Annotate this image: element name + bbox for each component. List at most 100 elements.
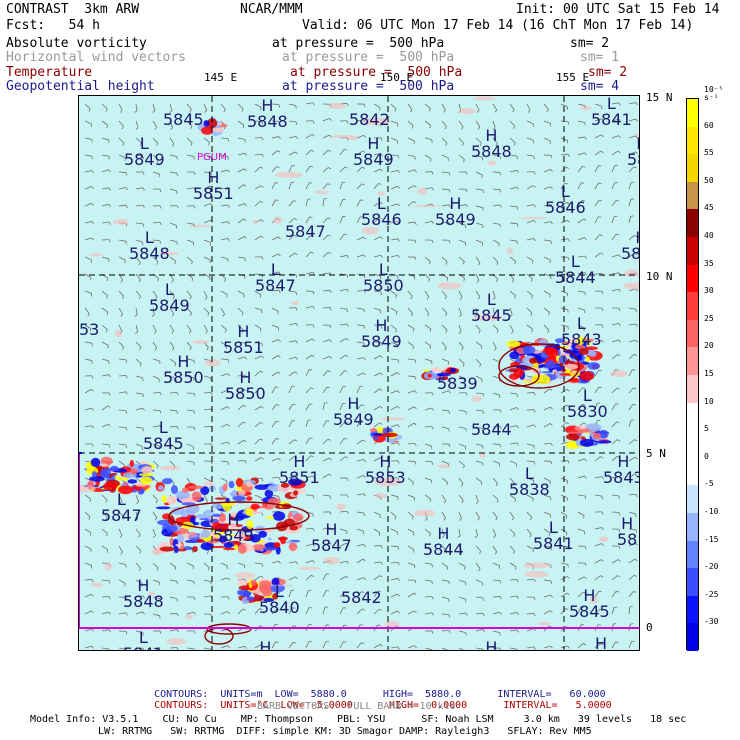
wind-barb — [237, 374, 245, 377]
field-level: at pressure = 500 hPa — [272, 36, 445, 51]
wind-barb — [101, 494, 108, 501]
wind-barb-flag — [414, 376, 417, 380]
wind-barb — [203, 494, 208, 502]
wind-barb-flag — [394, 108, 397, 112]
wind-barb — [509, 494, 516, 500]
wind-barb — [84, 137, 92, 140]
height-value: 5849 — [621, 244, 640, 263]
wind-barb — [186, 137, 193, 144]
wind-barb — [407, 406, 415, 411]
wind-barb — [339, 510, 348, 513]
vorticity-cell — [188, 485, 204, 490]
wind-barb-flag — [380, 291, 383, 295]
wind-barb-flag — [532, 260, 534, 264]
wind-barb-flag — [409, 109, 413, 113]
wind-barb — [237, 356, 245, 360]
wind-barb-flag — [377, 624, 381, 626]
wind-barb — [628, 102, 636, 105]
wind-barb-flag — [89, 498, 92, 503]
wind-barb-flag — [125, 597, 128, 601]
wind-barb-flag — [445, 312, 448, 316]
wind-barb — [169, 256, 176, 262]
wind-barb-flag — [635, 118, 638, 122]
vorticity-cell — [195, 539, 206, 543]
wind-barb-flag — [125, 241, 127, 245]
wind-barb-flag — [363, 493, 366, 497]
vorticity-streak — [159, 251, 179, 256]
colorbar-label: -15 — [704, 534, 719, 544]
wind-barb — [169, 409, 177, 412]
wind-barb-flag — [499, 596, 502, 600]
wind-barb-flag — [378, 532, 381, 536]
wind-barb — [339, 288, 347, 292]
vorticity-streak — [362, 117, 391, 126]
wind-barb — [390, 203, 398, 207]
vorticity-cell — [575, 344, 585, 350]
wind-barb-flag — [634, 252, 638, 255]
vorticity-streak — [361, 226, 379, 235]
wind-barb — [628, 252, 635, 258]
wind-barb — [509, 307, 513, 315]
colorbar-swatch — [687, 457, 698, 486]
wind-barb-flag — [108, 392, 111, 396]
wind-barb-flag — [618, 307, 621, 312]
wind-barb-flag — [431, 392, 434, 396]
wind-barb — [101, 137, 109, 141]
height-value: 5844 — [471, 420, 512, 439]
wind-barb-flag — [344, 421, 348, 424]
wind-barb-flag — [431, 564, 433, 568]
wind-barb — [220, 562, 228, 567]
wind-barb-flag — [119, 535, 123, 538]
wind-barb — [424, 256, 431, 262]
height-label: H 5848 — [123, 578, 164, 610]
wind-barb-flag — [600, 643, 604, 646]
height-value: 5851 — [279, 468, 320, 487]
height-center-letter: L — [606, 95, 616, 113]
height-center-letter: L — [560, 182, 570, 201]
wind-barb-flag — [533, 204, 536, 208]
wind-barb — [322, 339, 330, 343]
height-center-letter: H — [583, 586, 596, 605]
wind-barb-flag — [583, 218, 587, 221]
wind-barb — [356, 459, 364, 462]
vorticity-streak — [79, 484, 96, 493]
wind-barb-flag — [293, 641, 297, 644]
wind-barb — [220, 204, 228, 207]
wind-barb — [424, 579, 432, 582]
wind-barb — [492, 307, 496, 315]
wind-barb-flag — [533, 424, 536, 428]
wind-barb-flag — [414, 390, 417, 394]
vorticity-cell — [441, 376, 449, 381]
wind-barb — [118, 426, 127, 428]
wind-barb-flag — [512, 109, 515, 113]
height-value: 5849 — [149, 296, 190, 315]
vorticity-cell — [288, 478, 303, 486]
temperature-contour — [168, 501, 310, 531]
wind-barb-flag — [629, 605, 633, 608]
height-center-letter: H — [325, 520, 338, 539]
wind-barb-flag — [548, 312, 550, 316]
height-value: 5850 — [225, 384, 266, 403]
wind-barb — [577, 494, 585, 497]
wind-barb — [441, 390, 449, 394]
wind-barb-flag — [380, 168, 383, 172]
wind-barb-flag — [119, 109, 123, 113]
wind-barb-flag — [496, 499, 499, 503]
wind-barb — [152, 579, 160, 583]
vorticity-cell — [449, 368, 456, 373]
wind-barb-flag — [496, 329, 499, 333]
wind-barb — [407, 290, 413, 297]
vorticity-cell — [172, 538, 179, 549]
wind-barb-flag — [293, 625, 297, 627]
wind-barb-flag — [176, 205, 179, 209]
wind-barb — [84, 202, 92, 207]
wind-barb-flag — [142, 595, 145, 599]
wind-barb — [356, 357, 364, 360]
wind-barb — [186, 443, 194, 448]
wind-barb-flag — [635, 339, 638, 343]
wind-barb — [475, 222, 483, 226]
wind-barb — [237, 218, 244, 224]
wind-barb-flag — [108, 169, 111, 173]
